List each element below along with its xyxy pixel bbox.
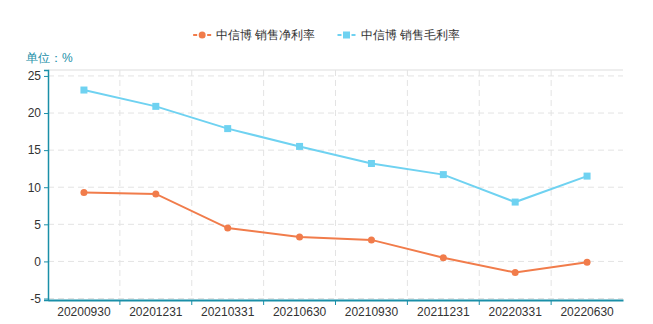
y-tick: 0 — [34, 255, 48, 269]
grid-line — [335, 70, 336, 300]
chart: -5 0 5 10 15 20 25 20200930 20201231 20210331 2021… — [0, 0, 653, 324]
y-tick: 5 — [34, 218, 48, 232]
y-axis-title: 单位：% — [26, 51, 73, 65]
point — [152, 190, 159, 197]
y-tick-mark — [44, 187, 48, 188]
x-tick: 20220630 — [560, 300, 614, 319]
y-tick-label: 10 — [28, 181, 42, 195]
point — [440, 254, 447, 261]
series-group — [80, 87, 590, 277]
x-axis: 20200930 20201231 20210331 20210630 20210930… — [49, 300, 624, 319]
series-line — [84, 90, 587, 202]
point — [512, 199, 519, 206]
series-line — [84, 192, 587, 272]
point — [296, 143, 303, 150]
point — [584, 259, 591, 266]
legend-label: 中信博 销售净利率 — [216, 28, 315, 42]
x-tick-label: 20210331 — [201, 305, 255, 319]
legend-marker — [343, 32, 350, 39]
point — [80, 189, 87, 196]
legend-label: 中信博 销售毛利率 — [361, 28, 460, 42]
grid-line — [263, 70, 264, 300]
y-tick-label: 0 — [34, 255, 41, 269]
x-tick-mark — [191, 300, 192, 305]
grid-line — [551, 70, 552, 300]
x-tick: 20200930 — [57, 300, 111, 319]
y-tick-label: -5 — [30, 292, 41, 306]
x-tick-label: 20210630 — [273, 305, 327, 319]
x-tick-label: 20200930 — [57, 305, 111, 319]
point — [440, 171, 447, 178]
legend-item: 中信博 销售净利率 — [193, 28, 315, 42]
x-tick: 20201231 — [129, 300, 183, 319]
x-tick: 20210331 — [201, 300, 255, 319]
y-tick: 20 — [28, 106, 48, 120]
legend: 中信博 销售净利率 中信博 销售毛利率 — [193, 28, 460, 42]
point — [152, 103, 159, 110]
point — [368, 236, 375, 243]
grid-line — [48, 187, 623, 188]
x-tick: 20210630 — [273, 300, 327, 319]
x-tick: 20220331 — [488, 300, 542, 319]
x-tick-mark — [479, 300, 480, 305]
y-tick-mark — [44, 261, 48, 262]
point — [296, 233, 303, 240]
y-tick-mark — [44, 113, 48, 114]
grid-line — [119, 70, 120, 300]
x-tick-label: 20201231 — [129, 305, 183, 319]
x-tick-mark — [551, 300, 552, 305]
point — [224, 225, 231, 232]
y-tick: -5 — [30, 292, 48, 306]
grid — [48, 70, 623, 300]
x-tick-mark — [119, 300, 120, 305]
y-tick-label: 20 — [28, 106, 42, 120]
point — [224, 125, 231, 132]
y-tick: 25 — [28, 69, 48, 83]
y-tick-mark — [44, 299, 48, 300]
y-tick-mark — [44, 224, 48, 225]
x-tick-mark — [407, 300, 408, 305]
x-tick-label: 20211231 — [417, 305, 470, 319]
y-axis-line — [44, 71, 49, 301]
x-tick-mark — [263, 300, 264, 305]
y-axis: -5 0 5 10 15 20 25 — [28, 69, 49, 306]
grid-line — [407, 70, 408, 300]
legend-item: 中信博 销售毛利率 — [338, 28, 460, 42]
x-tick-label: 20210930 — [345, 305, 399, 319]
y-tick-mark — [44, 150, 48, 151]
y-tick: 15 — [28, 143, 48, 157]
y-tick: 10 — [28, 181, 48, 195]
y-tick-mark — [44, 76, 48, 77]
y-tick-label: 5 — [34, 218, 41, 232]
x-tick: 20211231 — [417, 300, 470, 319]
grid-line — [191, 70, 192, 300]
x-tick-mark — [335, 300, 336, 305]
x-tick-label: 20220630 — [560, 305, 614, 319]
plot: -5 0 5 10 15 20 25 20200930 20201231 20210331 2021… — [28, 69, 624, 319]
legend-marker — [199, 32, 206, 39]
point — [512, 269, 519, 276]
point — [368, 160, 375, 167]
x-tick-label: 20220331 — [488, 305, 542, 319]
point — [80, 87, 87, 94]
x-tick: 20210930 — [345, 300, 399, 319]
grid-line — [48, 298, 623, 299]
y-tick-label: 25 — [28, 69, 42, 83]
point — [584, 173, 591, 180]
y-tick-label: 15 — [28, 143, 42, 157]
